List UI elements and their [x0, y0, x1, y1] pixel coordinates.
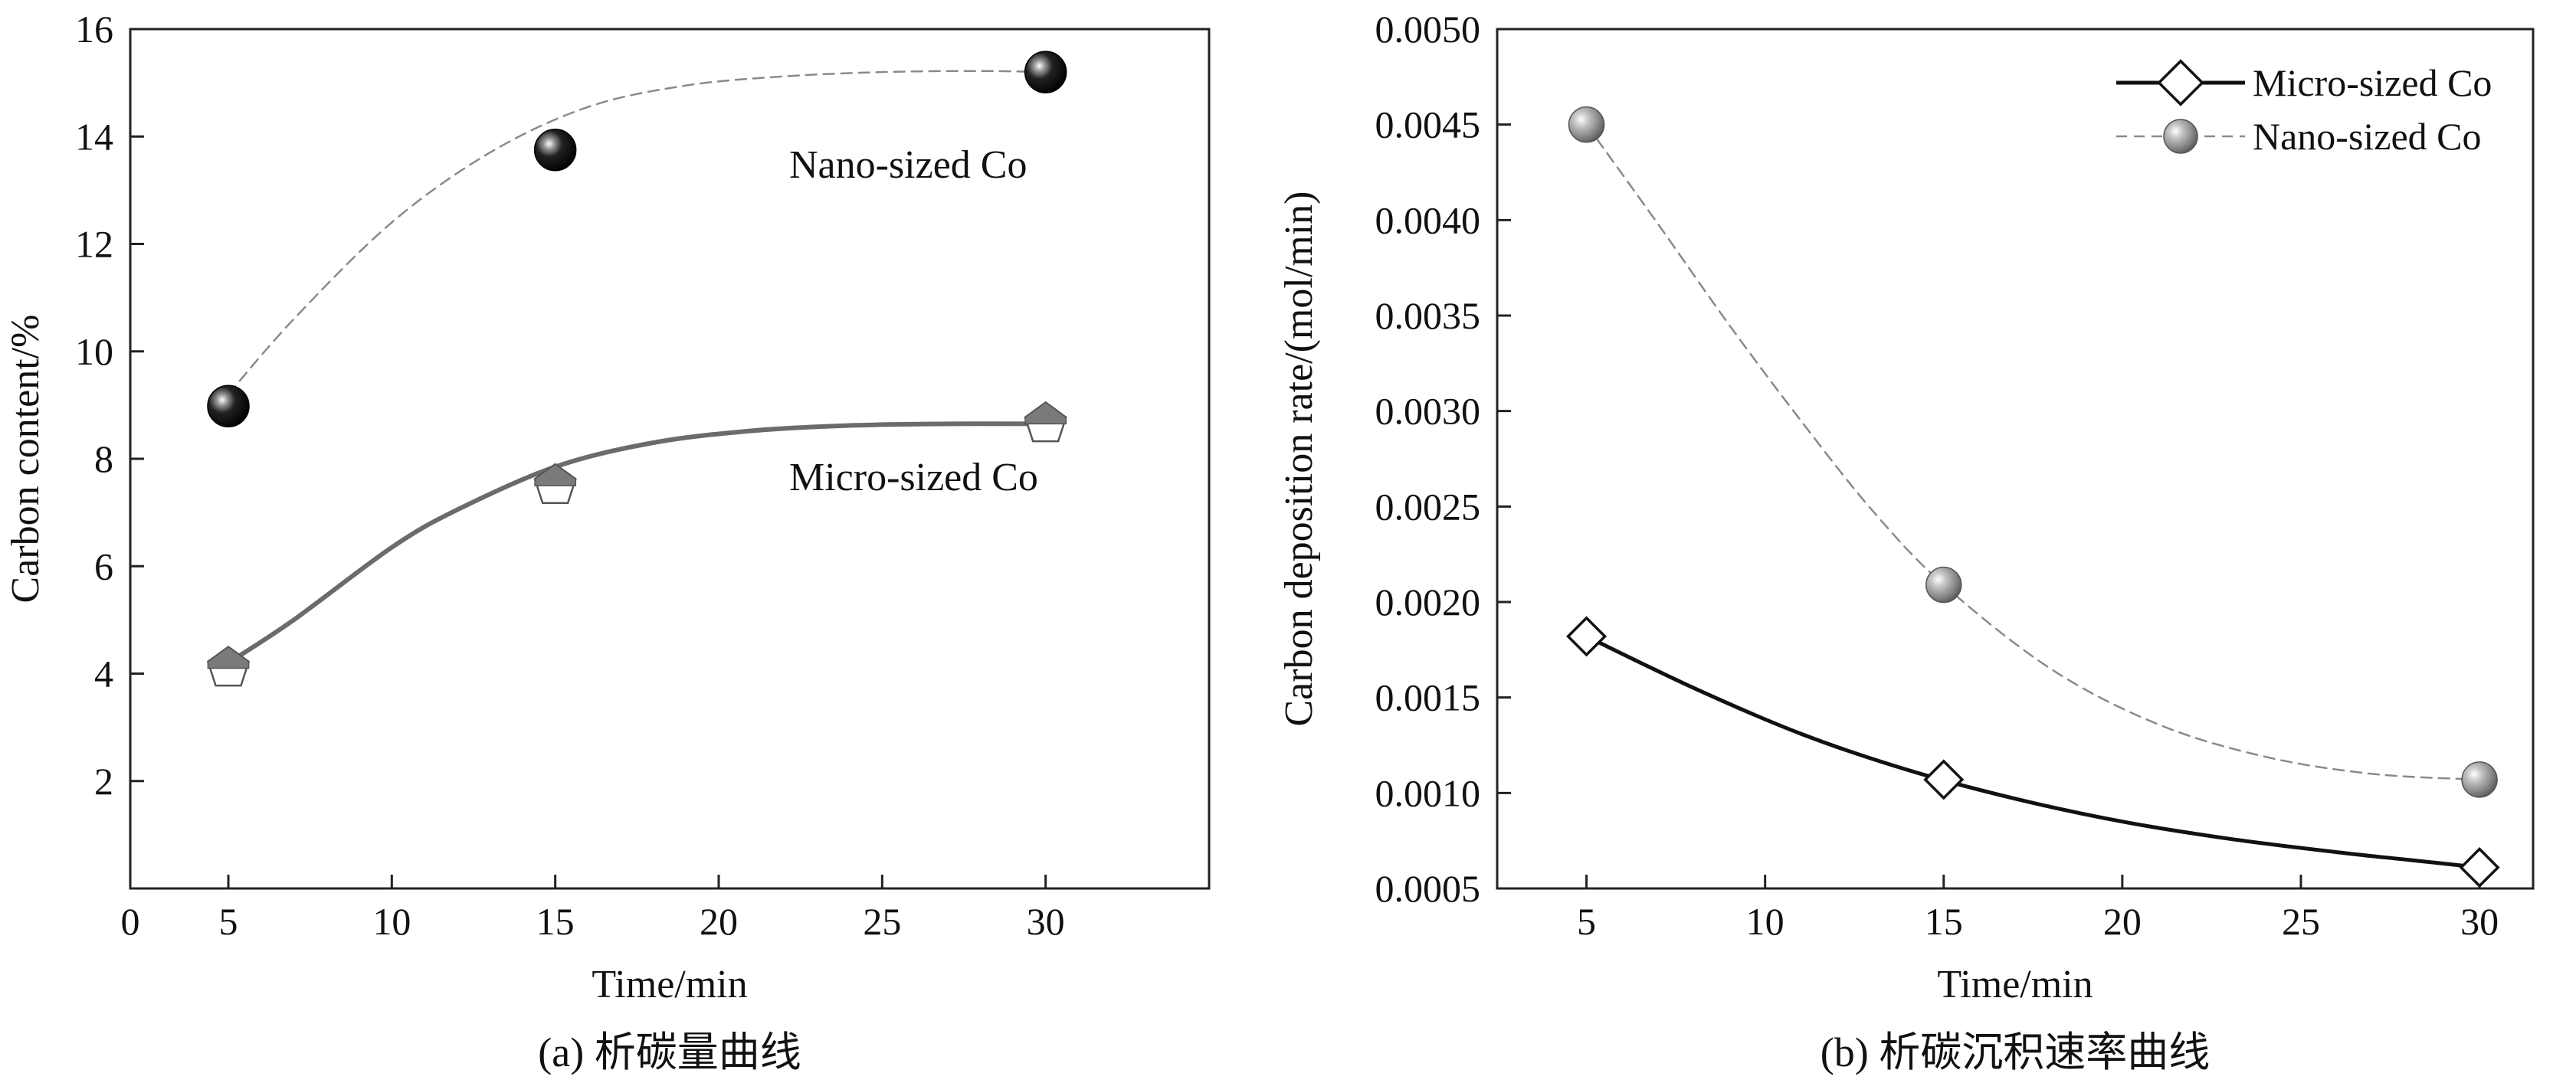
panel-b-curve-nano	[1585, 123, 2481, 781]
panel-a-y-tick-label: 6	[94, 545, 113, 587]
panel-b-y-tick-label: 0.0020	[1375, 581, 1481, 623]
panel-a-x-tick-label: 0	[121, 900, 140, 943]
panel-a-curves	[226, 70, 1048, 666]
panel-a-y-tick-label: 2	[94, 760, 113, 803]
panel-b-point-micro	[1923, 759, 1965, 800]
panel-b-x-tick-label: 25	[2282, 900, 2320, 943]
panel-b-point-micro	[2459, 847, 2500, 888]
panel-b-y-tick-label: 0.0035	[1375, 294, 1481, 337]
panel-b-point-micro	[1566, 616, 1608, 657]
legend-label-nano: Nano-sized Co	[2253, 115, 2482, 158]
panel-a-x-tick-label: 25	[863, 900, 901, 943]
panel-a-point-nano	[207, 384, 250, 428]
panel-b-x-axis-title: Time/min	[1937, 963, 2093, 1006]
panel-a-point-nano	[533, 129, 577, 172]
panel-a-y-tick-label: 10	[75, 330, 113, 373]
panel-b-y-tick-label: 0.0015	[1375, 676, 1481, 719]
panel-b-y-tick-label: 0.0050	[1375, 8, 1481, 51]
panel-b-point-nano	[2461, 761, 2498, 798]
panel-a-annotation-nano: Nano-sized Co	[789, 143, 1027, 187]
legend-diamond-icon	[2157, 59, 2204, 106]
panel-b-y-axis-title: Carbon deposition rate/(mol/min)	[1277, 191, 1321, 727]
panel-a-y-tick-label: 16	[75, 8, 113, 51]
panel-b-x-tick-label: 10	[1746, 900, 1785, 943]
panel-a-x-tick-label: 5	[219, 900, 238, 943]
panel-b-y-tick-label: 0.0005	[1375, 867, 1481, 910]
panel-b-point-nano	[1925, 566, 1962, 604]
panel-a-annotation-micro: Micro-sized Co	[789, 456, 1038, 499]
panel-a-point-micro	[206, 645, 251, 687]
legend-sphere-icon	[2163, 119, 2198, 154]
panel-a-point-micro	[1024, 401, 1067, 443]
panel-b-x-tick-label: 15	[1925, 900, 1963, 943]
panel-a-point-nano	[1024, 51, 1067, 93]
panel-b-curve-micro	[1585, 634, 2482, 870]
panel-b-y-tick-label: 0.0030	[1375, 390, 1481, 433]
legend-entry-nano: Nano-sized Co	[2116, 115, 2482, 158]
panel-a-ticks: 0 5 10 15 20 25 30 2 4 6 8 10 12 14 16	[75, 8, 1065, 943]
panel-b-y-tick-label: 0.0010	[1375, 771, 1481, 814]
panel-a-x-tick-label: 10	[372, 900, 411, 943]
panel-a-point-micro-shade	[207, 646, 250, 669]
panel-a-curve-micro	[226, 421, 1048, 666]
panel-a: 0 5 10 15 20 25 30 2 4 6 8 10 12 14 16 Nano-sized Co M…	[4, 8, 1211, 1075]
panel-a-y-tick-label: 12	[75, 223, 113, 266]
legend-label-micro: Micro-sized Co	[2253, 61, 2492, 104]
panel-a-plot-frame	[129, 28, 1211, 890]
panel-b-markers	[1566, 106, 2500, 888]
panel-a-x-tick-label: 15	[536, 900, 575, 943]
panel-a-x-tick-label: 20	[700, 900, 738, 943]
panel-b-y-tick-label: 0.0045	[1375, 103, 1481, 146]
panel-b-curves	[1585, 123, 2482, 870]
panel-a-caption: (a) 析碳量曲线	[538, 1029, 801, 1075]
panel-b-x-tick-label: 30	[2460, 900, 2499, 943]
panel-a-point-micro	[533, 463, 577, 504]
panel-b-y-tick-label: 0.0025	[1375, 485, 1481, 528]
legend-entry-micro: Micro-sized Co	[2116, 59, 2492, 106]
panel-a-point-micro-shade	[534, 463, 577, 486]
panel-b-x-tick-label: 5	[1577, 900, 1596, 943]
panel-a-y-tick-label: 14	[75, 115, 113, 158]
panel-a-y-tick-label: 8	[94, 437, 113, 480]
panel-b-ticks: 5 10 15 20 25 30 0.0005 0.0010 0.0015 0.0020 0.002…	[1375, 8, 2499, 943]
panel-b: 5 10 15 20 25 30 0.0005 0.0010 0.0015 0.0020 0.002…	[1277, 8, 2535, 1075]
panel-a-x-tick-label: 30	[1027, 900, 1065, 943]
panel-a-point-micro-shade	[1024, 401, 1067, 425]
panel-b-x-tick-label: 20	[2103, 900, 2142, 943]
panel-b-legend: Micro-sized Co Nano-sized Co	[2116, 59, 2492, 158]
panel-a-y-tick-label: 4	[94, 653, 113, 695]
panel-a-y-axis-title: Carbon content/%	[4, 315, 48, 604]
panel-a-markers	[206, 51, 1067, 687]
panel-b-caption: (b) 析碳沉积速率曲线	[1821, 1029, 2210, 1075]
panel-b-plot-frame	[1496, 28, 2535, 890]
panel-a-x-axis-title: Time/min	[592, 963, 747, 1006]
panel-a-curve-nano	[227, 70, 1047, 396]
panel-b-point-nano	[1568, 106, 1605, 143]
panel-b-y-tick-label: 0.0040	[1375, 198, 1481, 241]
